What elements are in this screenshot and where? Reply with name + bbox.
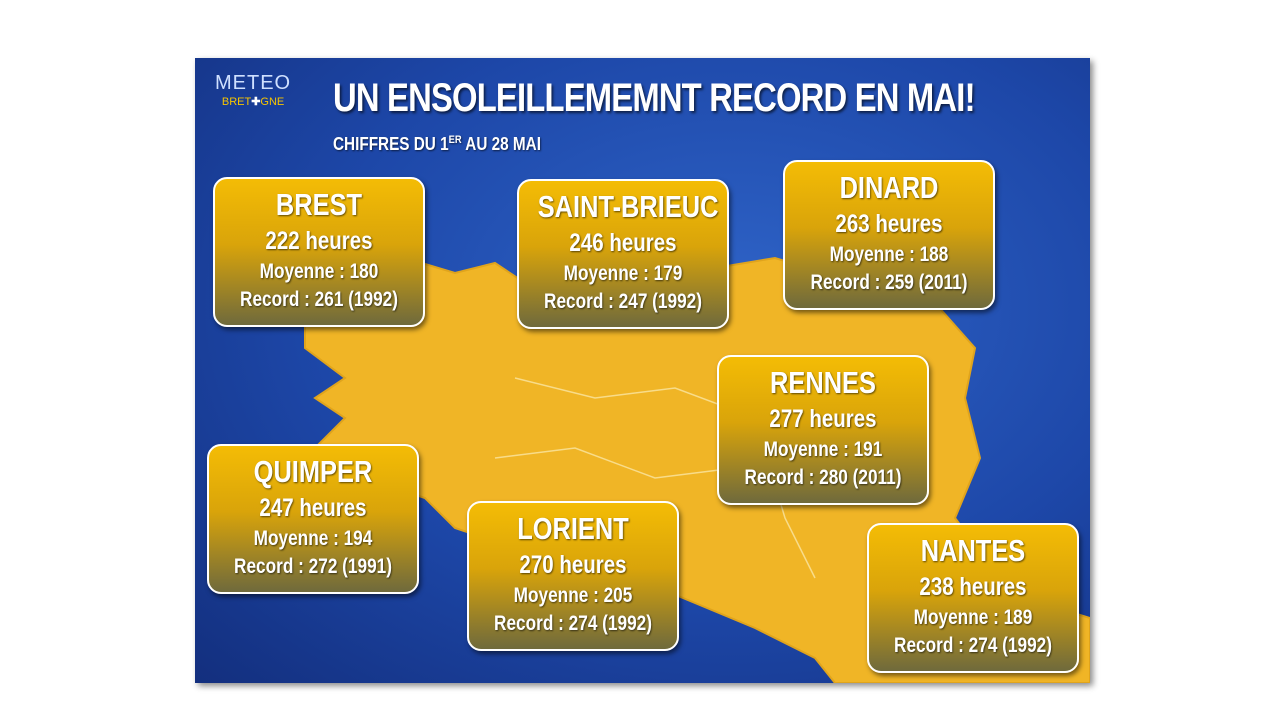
logo-top: METEO [215,72,292,94]
city-hours: 222 heures [265,227,373,255]
city-hours: 246 heures [569,229,677,257]
logo-bottom: BRET✚GNE [215,95,291,108]
city-name: BREST [275,187,363,222]
subtitle-start: CHIFFRES DU 1 [333,134,449,154]
city-box: LORIENT 270 heures Moyenne : 205 Record : 2… [467,501,679,651]
city-average: Moyenne : 179 [563,262,683,285]
logo-cross: ✚ [251,96,261,108]
city-hours: 238 heures [919,573,1027,601]
city-box: SAINT-BRIEUC 246 heures Moyenne : 179 Recor… [517,179,729,329]
city-record: Record : 261 (1992) [240,288,398,311]
city-record: Record : 272 (1991) [234,555,392,578]
city-name: DINARD [839,170,939,205]
city-record: Record : 274 (1992) [894,634,1052,657]
logo-bottom-end: GNE [260,96,285,108]
city-hours: 270 heures [519,551,627,579]
city-name: NANTES [920,533,1026,568]
city-record: Record : 274 (1992) [494,612,652,635]
city-average: Moyenne : 205 [513,584,633,607]
subtitle-sup: ER [448,134,462,146]
city-name: RENNES [770,365,876,400]
city-average: Moyenne : 191 [763,438,883,461]
subtitle: CHIFFRES DU 1ER AU 28 MAI [333,134,541,155]
city-average: Moyenne : 194 [253,527,373,550]
city-box: BREST 222 heures Moyenne : 180 Record : 261… [213,177,425,327]
logo: METEO BRET✚GNE [215,72,291,108]
city-name: SAINT-BRIEUC [537,189,719,224]
city-box: QUIMPER 247 heures Moyenne : 194 Record : 2… [207,444,419,594]
city-hours: 263 heures [835,210,943,238]
city-name: LORIENT [517,511,629,546]
city-record: Record : 280 (2011) [744,466,902,489]
city-hours: 277 heures [769,405,877,433]
city-box: NANTES 238 heures Moyenne : 189 Record : 27… [867,523,1079,673]
city-average: Moyenne : 180 [259,260,379,283]
city-name: QUIMPER [253,454,373,489]
logo-bottom-start: BRET [221,96,252,108]
city-average: Moyenne : 188 [829,243,949,266]
title: UN ENSOLEILLEMEMNT RECORD EN MAI! [333,76,976,120]
subtitle-end: AU 28 MAI [465,134,541,154]
city-box: RENNES 277 heures Moyenne : 191 Record : 28… [717,355,929,505]
city-average: Moyenne : 189 [913,606,1033,629]
city-record: Record : 247 (1992) [544,290,702,313]
city-hours: 247 heures [259,494,367,522]
city-box: DINARD 263 heures Moyenne : 188 Record : 25… [783,160,995,310]
city-record: Record : 259 (2011) [810,271,968,294]
map: METEO BRET✚GNE UN ENSOLEILLEMEMNT RECORD… [195,58,1090,683]
